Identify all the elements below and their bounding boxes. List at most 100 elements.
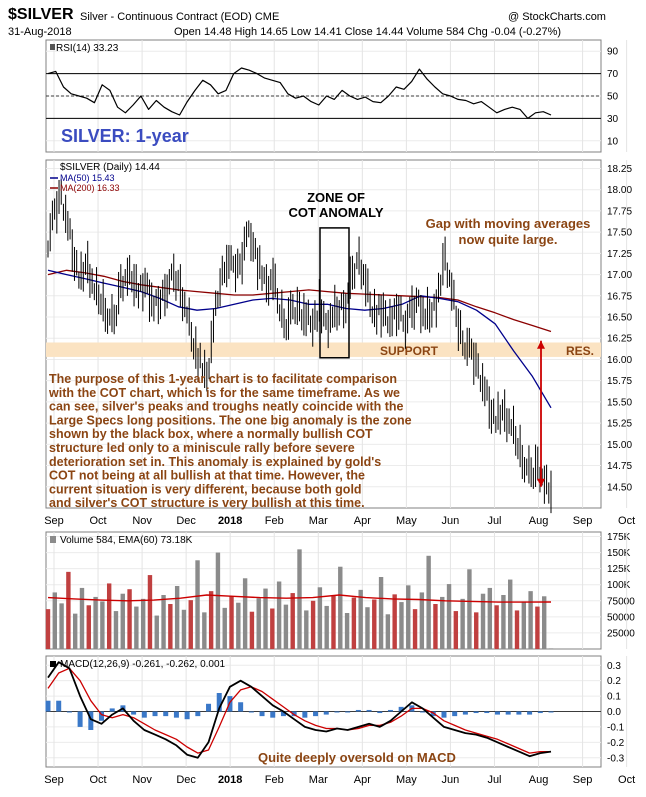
macd-histogram-bar — [45, 700, 51, 712]
macd-histogram-bar — [334, 711, 340, 713]
x-tick-label: Oct — [618, 774, 635, 786]
x-tick-label: Dec — [176, 515, 196, 527]
volume-bar — [453, 611, 459, 649]
macd-legend-swatch — [50, 661, 56, 667]
macd-histogram-bar — [259, 711, 265, 717]
y-tick-label: 15.75 — [607, 376, 632, 387]
macd-histogram-bar — [441, 711, 447, 718]
commentary-line: current situation is very different, bec… — [49, 482, 362, 496]
x-tick-label: Aug — [529, 515, 549, 527]
x-tick-label: Jul — [487, 774, 501, 786]
y-tick-label: 0.3 — [607, 661, 621, 672]
volume-bar — [161, 595, 166, 649]
volume-bar — [215, 552, 221, 649]
y-tick-label: 100K — [607, 580, 631, 591]
volume-bar — [52, 592, 57, 649]
volume-bar — [174, 586, 180, 649]
macd-histogram-bar — [452, 711, 458, 717]
macd-histogram-bar — [216, 693, 222, 712]
volume-bar — [86, 605, 91, 649]
macd-histogram-bar — [280, 711, 286, 717]
macd-histogram-bar — [377, 711, 383, 714]
volume-bar — [440, 596, 445, 649]
volume-bar — [140, 598, 146, 649]
volume-bar — [426, 555, 431, 649]
commentary-line: The purpose of this 1-year chart is to f… — [49, 372, 397, 386]
chart-description: Silver - Continuous Contract (EOD) CME — [80, 11, 280, 23]
y-tick-label: 50000 — [607, 612, 635, 623]
resistance-label: RES. — [566, 344, 594, 358]
y-tick-label: 10 — [607, 136, 619, 147]
macd-note: Quite deeply oversold on MACD — [258, 750, 456, 765]
volume-bar — [106, 583, 112, 649]
volume-bar — [59, 603, 64, 649]
x-tick-label: Sep — [573, 515, 593, 527]
y-tick-label: -0.1 — [607, 722, 625, 733]
volume-bar — [324, 605, 329, 649]
x-tick-label: Mar — [309, 774, 328, 786]
commentary-line: deterioration set in. This anomaly is ex… — [49, 455, 381, 469]
x-tick-label: Oct — [89, 774, 106, 786]
macd-histogram-bar — [195, 711, 201, 717]
volume-bar — [181, 609, 187, 649]
macd-histogram-bar — [537, 711, 543, 714]
chart-date: 31-Aug-2018 — [8, 26, 72, 38]
macd-signal-line — [47, 667, 551, 754]
macd-histogram-bar — [77, 711, 83, 727]
volume-bar — [474, 612, 479, 649]
commentary-line: Large Specs long positions. The one big … — [49, 413, 412, 427]
x-tick-label: Dec — [176, 774, 196, 786]
x-tick-label: Jun — [442, 774, 460, 786]
x-tick-label: Jun — [442, 515, 460, 527]
volume-bar — [487, 587, 493, 649]
macd-histogram-bar — [355, 709, 361, 712]
macd-histogram-bar — [109, 708, 115, 712]
commentary-line: shown by the black box, where a normally… — [49, 427, 373, 441]
volume-bar — [222, 607, 227, 649]
y-tick-label: 18.00 — [607, 185, 632, 196]
volume-bar — [100, 601, 105, 649]
commentary-line: and silver's COT structure is very bulli… — [49, 496, 365, 510]
x-tick-label: 2018 — [218, 774, 242, 786]
y-tick-label: 17.25 — [607, 249, 632, 260]
volume-bar — [188, 600, 193, 649]
volume-bar — [134, 606, 139, 649]
macd-histogram-bar — [398, 706, 404, 712]
macd-histogram-bar — [430, 711, 436, 717]
volume-bar — [45, 609, 51, 649]
rsi-chart-title: SILVER: 1-year — [61, 126, 189, 146]
macd-histogram-bar — [248, 711, 254, 713]
x-tick-label: 2018 — [218, 515, 242, 527]
chart-brand: @ StockCharts.com — [508, 11, 606, 23]
volume-label: Volume 584, EMA(60) 73.18K — [60, 535, 193, 546]
volume-bar — [147, 575, 153, 649]
macd-histogram-bar — [163, 711, 169, 717]
y-tick-label: 15.50 — [607, 397, 632, 408]
x-tick-label: Nov — [132, 774, 152, 786]
macd-histogram-bar — [527, 711, 533, 715]
gap-note-line: Gap with moving averages — [426, 216, 591, 231]
macd-histogram-bar — [291, 711, 297, 717]
macd-histogram-bar — [462, 711, 468, 715]
volume-bar — [399, 602, 404, 649]
y-tick-label: 18.25 — [607, 164, 632, 175]
volume-bar — [344, 613, 350, 649]
y-tick-label: 175K — [607, 532, 631, 543]
macd-histogram-bar — [366, 709, 372, 712]
volume-legend-swatch — [50, 536, 56, 543]
volume-bar — [535, 606, 540, 649]
volume-bar — [229, 596, 234, 649]
volume-bar — [392, 594, 397, 649]
x-tick-label: Apr — [354, 515, 371, 527]
y-tick-label: 15.25 — [607, 419, 632, 430]
macd-histogram-bar — [473, 711, 479, 714]
ma200-legend-label: MA(200) 16.33 — [60, 183, 120, 193]
y-tick-label: 0.2 — [607, 676, 621, 687]
volume-bar — [508, 579, 513, 649]
volume-bar — [542, 596, 547, 649]
x-tick-label: May — [396, 774, 417, 786]
gap-note-line: now quite large. — [459, 232, 558, 247]
x-tick-label: Oct — [618, 515, 635, 527]
volume-bar — [290, 593, 295, 649]
